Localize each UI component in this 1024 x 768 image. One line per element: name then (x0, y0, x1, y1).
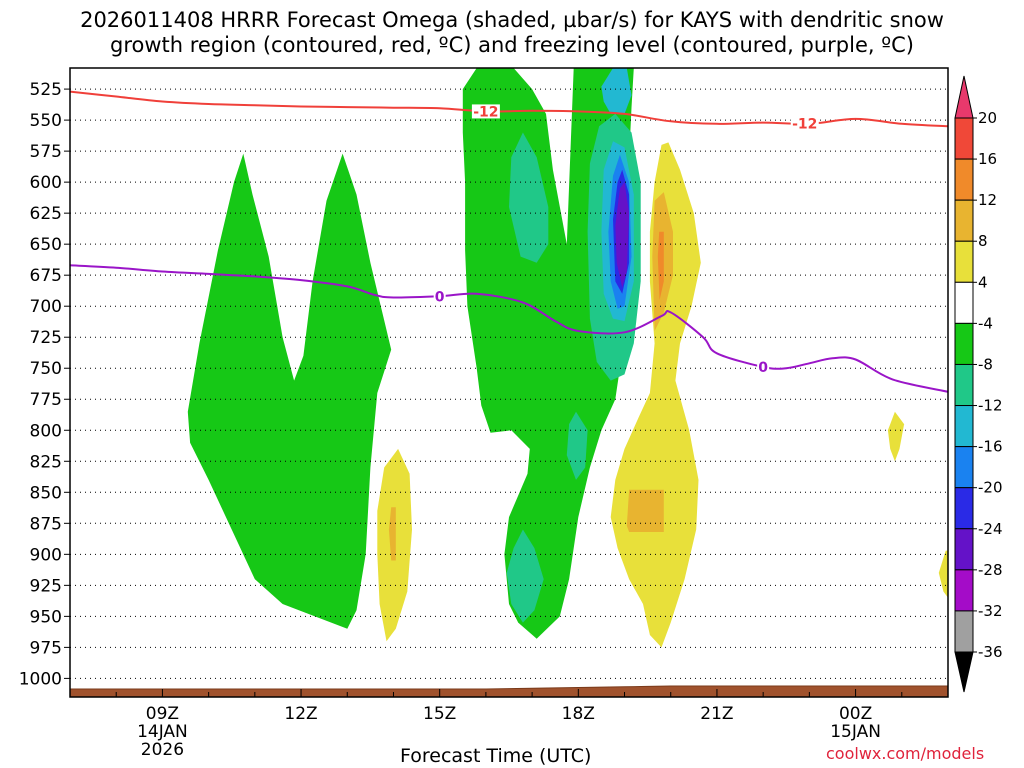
y-tick-label-725: 725 (30, 328, 62, 348)
colorbar-box-10 (954, 528, 974, 571)
colorbar-label-8: -16 (978, 438, 1003, 456)
omega-region-14 (657, 231, 664, 300)
dendritic-snow-growth-region-label-bg-1 (790, 116, 819, 131)
colorbar-box-1 (954, 158, 974, 201)
omega-region-17 (887, 411, 905, 462)
y-tick-label-625: 625 (30, 204, 62, 224)
colorbar-box-9 (954, 487, 974, 530)
chart-title-line-2: growth region (contoured, red, ºC) and f… (110, 33, 914, 57)
y-tick-label-950: 950 (30, 607, 62, 627)
y-tick-label-875: 875 (30, 514, 62, 534)
omega-region-4 (566, 411, 588, 480)
colorbar-box-3 (954, 240, 974, 283)
omega-region-16 (388, 507, 396, 561)
colorbar-label-10: -24 (978, 520, 1003, 538)
colorbar-label-11: -28 (978, 561, 1003, 579)
omega-region-3 (506, 529, 544, 623)
x-tick-label-00Z: 00Z (839, 704, 872, 724)
credit-link[interactable]: coolwx.com/models (826, 744, 985, 763)
freezing-level-label-0: 0 (435, 289, 445, 305)
y-tick-label-525: 525 (30, 80, 62, 100)
colorbar-label-3: 8 (978, 232, 988, 250)
colorbar-box-5 (954, 322, 974, 365)
dendritic-snow-growth-region-label-bg-0 (471, 104, 500, 119)
colorbar-top-arrow (954, 75, 974, 119)
colorbar-box-4 (954, 281, 974, 324)
colorbar-label-5: -4 (978, 314, 993, 332)
y-tick-label-800: 800 (30, 421, 62, 441)
colorbar-label-9: -20 (978, 479, 1003, 497)
omega-region-13 (626, 489, 664, 532)
colorbar-box-6 (954, 363, 974, 407)
y-tick-label-775: 775 (30, 390, 62, 410)
colorbar-label-6: -8 (978, 355, 993, 373)
omega-region-10 (615, 182, 630, 288)
y-tick-label-600: 600 (30, 173, 62, 193)
colorbar-label-7: -12 (978, 397, 1003, 415)
freezing-level-label-1: 0 (758, 360, 768, 376)
x-tick-label-15Z: 15Z (423, 704, 456, 724)
colorbar-box-0 (954, 117, 974, 160)
colorbar-box-7 (954, 405, 974, 448)
y-tick-label-925: 925 (30, 576, 62, 596)
y-tick-label-1000: 1000 (19, 669, 62, 689)
y-tick-label-825: 825 (30, 452, 62, 472)
colorbar-label-0: 20 (978, 109, 997, 127)
colorbar-bottom-arrow (954, 651, 974, 693)
ground-terrain (70, 685, 948, 697)
colorbar-label-1: 16 (978, 150, 997, 168)
colorbar-label-13: -36 (978, 643, 1003, 661)
chart-title-line-1: 2026011408 HRRR Forecast Omega (shaded, … (80, 8, 944, 32)
x-tick-label-18Z: 18Z (562, 704, 595, 724)
colorbar-label-12: -32 (978, 602, 1003, 620)
dendritic-snow-growth-region-label-0: -12 (473, 104, 498, 120)
x-tick-date-00Z: 15JAN (830, 722, 881, 742)
y-tick-label-975: 975 (30, 638, 62, 658)
y-tick-label-650: 650 (30, 235, 62, 255)
x-tick-label-12Z: 12Z (284, 704, 317, 724)
plot-content: -12 -12 0 0 (70, 68, 948, 697)
omega-region-2 (509, 132, 549, 263)
y-tick-label-675: 675 (30, 266, 62, 286)
freezing-level-label-bg-0 (433, 289, 446, 304)
omega-region-7 (601, 68, 632, 114)
omega-region-18 (938, 550, 948, 598)
x-tick-date-09Z: 14JAN (137, 722, 188, 742)
x-tick-label-21Z: 21Z (700, 704, 733, 724)
x-tick-year-09Z: 2026 (141, 740, 184, 760)
omega-region-0 (187, 153, 392, 629)
y-tick-label-900: 900 (30, 545, 62, 565)
x-tick-label-09Z: 09Z (146, 704, 179, 724)
colorbar-box-11 (954, 569, 974, 612)
freezing-level-contour (70, 264, 948, 393)
y-tick-label-700: 700 (30, 297, 62, 317)
colorbar-box-12 (954, 610, 974, 653)
plot-frame (69, 67, 949, 698)
colorbar-box-8 (954, 446, 974, 489)
colorbar-label-4: 4 (978, 273, 988, 291)
y-tick-label-550: 550 (30, 111, 62, 131)
y-tick-label-750: 750 (30, 359, 62, 379)
colorbar-label-2: 12 (978, 191, 997, 209)
freezing-level-label-bg-1 (757, 359, 770, 374)
x-axis-label: Forecast Time (UTC) (400, 745, 592, 767)
y-tick-label-850: 850 (30, 483, 62, 503)
colorbar-box-2 (954, 199, 974, 242)
dendritic-snow-growth-region-label-1: -12 (792, 117, 817, 133)
y-tick-label-575: 575 (30, 142, 62, 162)
